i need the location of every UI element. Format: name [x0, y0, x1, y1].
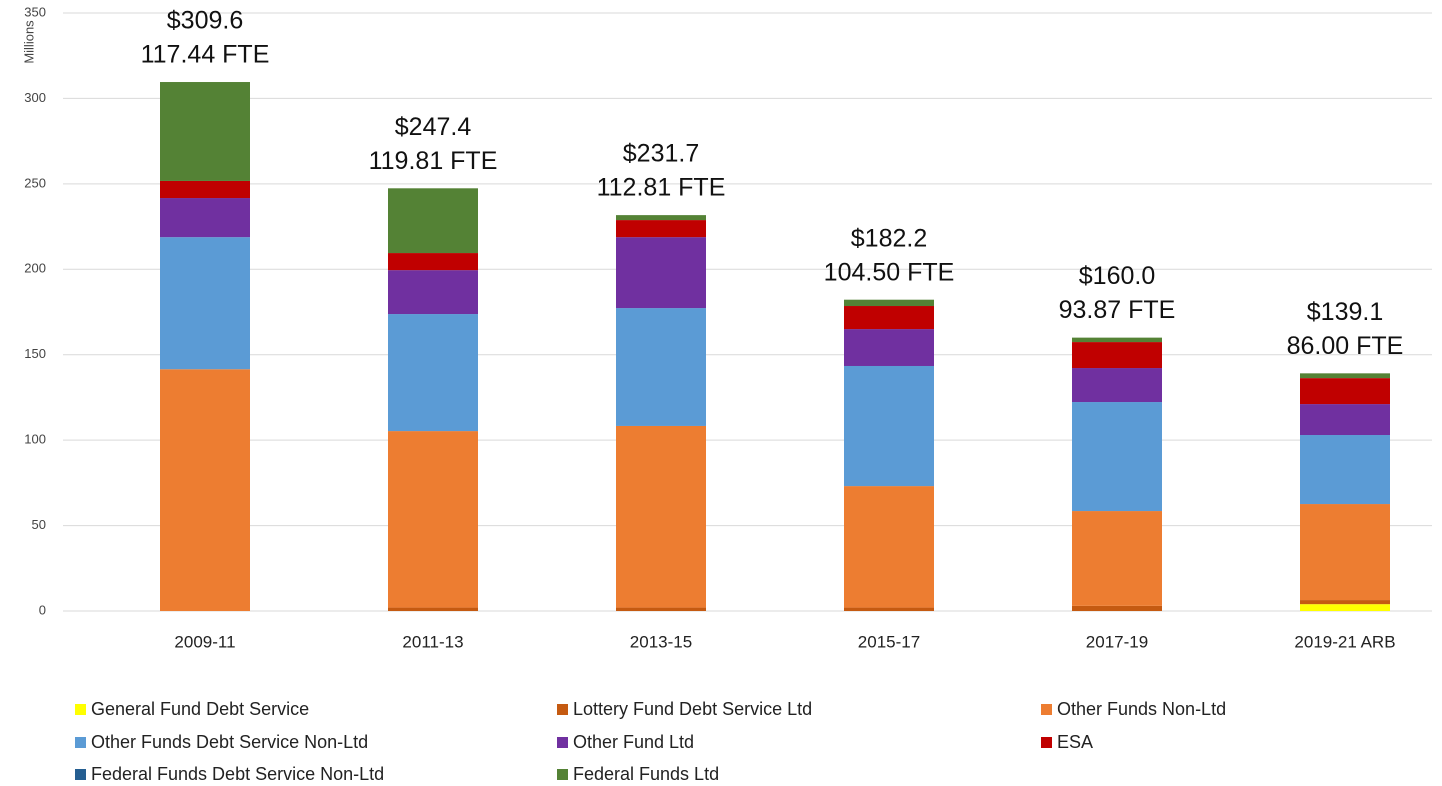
bar-segment: [160, 198, 250, 238]
legend-swatch: [75, 769, 86, 780]
bar-segment: [616, 425, 706, 608]
bar-segment: [1072, 337, 1162, 343]
bar-segment: [844, 607, 934, 611]
legend-label: ESA: [1057, 732, 1093, 752]
bar-segment: [388, 607, 478, 611]
bar-segment: [388, 253, 478, 271]
fte-label: 104.50 FTE: [824, 258, 955, 286]
x-tick-label: 2011-13: [402, 632, 463, 651]
bar-segment: [160, 237, 250, 370]
bar-segment: [388, 188, 478, 254]
bar-segment: [1300, 435, 1390, 505]
y-tick-label: 250: [24, 175, 46, 190]
total-label: $231.7: [623, 140, 699, 168]
y-tick-label: 300: [24, 90, 46, 105]
fte-label: 112.81 FTE: [597, 174, 726, 202]
bar-segment: [388, 431, 478, 608]
legend-label: Federal Funds Debt Service Non-Ltd: [91, 764, 384, 784]
fte-label: 86.00 FTE: [1287, 332, 1404, 360]
bar-segment: [1300, 378, 1390, 405]
x-tick-label: 2017-19: [1086, 632, 1148, 651]
y-tick-label: 0: [39, 602, 46, 617]
y-tick-label: 50: [32, 517, 46, 532]
y-axis-label: Millions: [21, 20, 36, 64]
bar-segment: [1072, 511, 1162, 606]
bar-segment: [388, 270, 478, 315]
x-tick-label: 2015-17: [858, 632, 920, 651]
total-label: $309.6: [167, 7, 243, 35]
fte-label: 117.44 FTE: [141, 41, 270, 69]
y-tick-label: 350: [24, 4, 46, 19]
bar-segment: [844, 306, 934, 330]
y-tick-label: 150: [24, 346, 46, 361]
bar-segment: [844, 299, 934, 307]
bar-segment: [1300, 604, 1390, 611]
bar-segment: [616, 220, 706, 238]
legend-swatch: [557, 769, 568, 780]
x-tick-label: 2009-11: [174, 632, 235, 651]
legend-swatch: [1041, 704, 1052, 715]
bar-segment: [1300, 373, 1390, 379]
bar-segment: [388, 314, 478, 432]
bar-segment: [1072, 368, 1162, 403]
legend-swatch: [1041, 737, 1052, 748]
total-label: $247.4: [395, 113, 472, 141]
bar-segment: [844, 365, 934, 487]
legend-label: Federal Funds Ltd: [573, 764, 719, 784]
bar-segment: [1072, 342, 1162, 369]
bar-segment: [1300, 600, 1390, 605]
bar-segment: [616, 308, 706, 426]
bar-segment: [1072, 605, 1162, 611]
bar-segment: [616, 607, 706, 611]
bar-segment: [844, 329, 934, 366]
total-label: $182.2: [851, 224, 927, 252]
bar-segment: [160, 82, 250, 181]
legend-label: Other Funds Non-Ltd: [1057, 699, 1226, 719]
legend-swatch: [557, 704, 568, 715]
bar-segment: [160, 180, 250, 199]
legend-label: Lottery Fund Debt Service Ltd: [573, 699, 812, 719]
fte-label: 119.81 FTE: [369, 147, 498, 175]
x-tick-label: 2013-15: [630, 632, 692, 651]
legend-swatch: [75, 704, 86, 715]
bar-segment: [844, 486, 934, 608]
bar-segment: [1300, 504, 1390, 601]
y-tick-label: 200: [24, 261, 46, 276]
total-label: $139.1: [1307, 298, 1383, 326]
legend-label: General Fund Debt Service: [91, 699, 309, 719]
legend-swatch: [557, 737, 568, 748]
x-tick-label: 2019-21 ARB: [1294, 632, 1395, 651]
bar-segment: [1300, 404, 1390, 436]
bar-segment: [160, 369, 250, 611]
legend-label: Other Funds Debt Service Non-Ltd: [91, 732, 368, 752]
bar-segment: [1072, 402, 1162, 512]
y-tick-label: 100: [24, 432, 46, 447]
total-label: $160.0: [1079, 262, 1155, 290]
bar-segment: [616, 237, 706, 309]
legend-swatch: [75, 737, 86, 748]
bar-segment: [616, 215, 706, 221]
fte-label: 93.87 FTE: [1059, 296, 1176, 324]
legend-label: Other Fund Ltd: [573, 732, 694, 752]
